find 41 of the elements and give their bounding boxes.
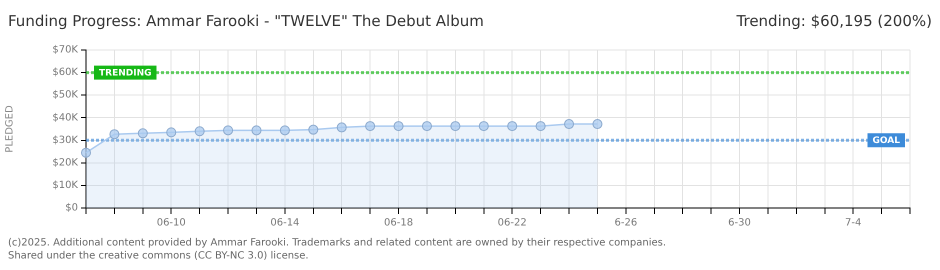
x-tick-label: 06-18 [384, 218, 414, 229]
point [592, 119, 602, 130]
chart-subtitle: Trending: $60,195 (200%) [736, 12, 932, 30]
point [422, 121, 432, 132]
point [138, 128, 148, 138]
point [536, 121, 546, 132]
point [166, 127, 176, 138]
point [507, 121, 518, 132]
point [251, 125, 262, 136]
y-tick-label: $40K [52, 112, 78, 124]
point [223, 125, 234, 136]
point [394, 121, 404, 132]
ref-line-label: TRENDING [99, 68, 152, 78]
y-tick-label: $50K [52, 90, 78, 101]
point [450, 121, 460, 132]
point [308, 124, 318, 135]
ref-line-label: GOAL [872, 136, 900, 146]
x-tick-label: 6-26 [614, 218, 638, 229]
point [478, 121, 489, 132]
y-tick-label: $60K [52, 67, 78, 78]
y-tick-label: $0 [65, 202, 78, 214]
y-tick-label: $30K [52, 134, 78, 146]
point [109, 129, 120, 140]
text: Shared under the creative commons (CC BY-NC 3.0) license. [8, 250, 309, 262]
x-tick-label: 06-10 [156, 218, 186, 229]
point [194, 126, 205, 136]
x-tick-label: 7-4 [845, 218, 862, 229]
y-tick-label: $20K [52, 157, 78, 168]
x-tick-label: 06-14 [270, 218, 300, 229]
text: (c)2025. Additional content provided by Ammar Farooki. Trademarks and related content are owned by their respective companies. [8, 238, 666, 249]
point [280, 125, 290, 136]
point [81, 148, 91, 158]
x-tick-label: 6-30 [728, 218, 751, 229]
chart-title: Funding Progress: Ammar Farooki - "TWELVE" The Debut Album [8, 12, 484, 30]
point [564, 119, 574, 130]
y-axis-title: PLEDGED [4, 105, 16, 153]
point [365, 121, 376, 132]
point [336, 122, 347, 132]
y-tick-label: $10K [52, 180, 78, 192]
x-tick-label: 06-22 [498, 218, 527, 229]
y-tick-label: $70K [52, 44, 78, 56]
